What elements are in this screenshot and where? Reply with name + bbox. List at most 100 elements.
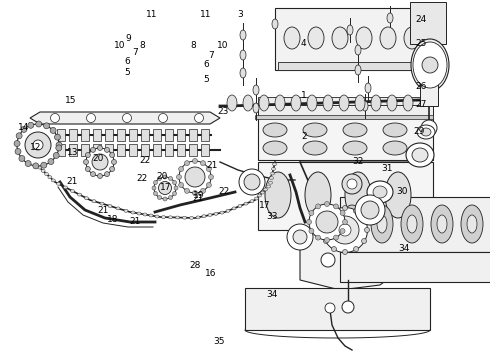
Text: 14: 14	[18, 123, 29, 132]
Ellipse shape	[316, 235, 320, 240]
Ellipse shape	[383, 123, 407, 137]
Ellipse shape	[272, 19, 278, 29]
Ellipse shape	[153, 192, 157, 195]
Ellipse shape	[371, 205, 393, 243]
Text: 10: 10	[217, 41, 229, 50]
Bar	[165, 129, 173, 141]
Ellipse shape	[33, 163, 39, 169]
Ellipse shape	[269, 181, 272, 184]
Ellipse shape	[179, 183, 184, 188]
Text: 34: 34	[398, 244, 410, 253]
Text: 12: 12	[29, 143, 41, 152]
Text: 3: 3	[237, 10, 243, 19]
Ellipse shape	[267, 185, 270, 188]
Ellipse shape	[334, 235, 339, 240]
Bar	[105, 129, 113, 141]
Ellipse shape	[291, 95, 301, 111]
Ellipse shape	[206, 183, 211, 188]
Ellipse shape	[110, 166, 115, 171]
Ellipse shape	[50, 127, 56, 134]
Ellipse shape	[51, 179, 55, 182]
Ellipse shape	[343, 249, 347, 255]
Bar	[201, 129, 209, 141]
Ellipse shape	[341, 205, 363, 243]
Text: 7: 7	[132, 48, 138, 57]
Ellipse shape	[162, 216, 166, 219]
Ellipse shape	[406, 143, 434, 167]
Ellipse shape	[158, 181, 172, 194]
Bar	[69, 144, 77, 156]
Ellipse shape	[21, 126, 27, 132]
Ellipse shape	[437, 215, 447, 233]
Ellipse shape	[152, 186, 156, 190]
Ellipse shape	[373, 186, 387, 198]
Ellipse shape	[19, 156, 25, 162]
Ellipse shape	[54, 134, 60, 140]
Ellipse shape	[38, 166, 42, 169]
Ellipse shape	[91, 172, 96, 177]
Ellipse shape	[365, 83, 371, 93]
Ellipse shape	[153, 180, 157, 185]
Text: 5: 5	[203, 75, 209, 84]
Ellipse shape	[355, 195, 385, 225]
Text: 22: 22	[137, 175, 147, 184]
Ellipse shape	[36, 121, 42, 127]
Ellipse shape	[41, 169, 45, 172]
Ellipse shape	[258, 194, 262, 197]
Bar	[117, 144, 125, 156]
Ellipse shape	[340, 229, 345, 234]
Ellipse shape	[253, 85, 259, 95]
Ellipse shape	[371, 95, 381, 111]
Ellipse shape	[28, 122, 34, 128]
Bar	[189, 129, 197, 141]
Ellipse shape	[41, 162, 47, 168]
Ellipse shape	[131, 211, 135, 214]
Ellipse shape	[243, 95, 253, 111]
Ellipse shape	[56, 142, 62, 148]
Ellipse shape	[271, 167, 275, 170]
Bar	[258, 97, 433, 105]
Ellipse shape	[154, 177, 176, 199]
Ellipse shape	[401, 205, 423, 243]
Ellipse shape	[293, 230, 307, 244]
Ellipse shape	[98, 145, 102, 150]
Ellipse shape	[112, 159, 117, 165]
Ellipse shape	[56, 145, 62, 151]
Ellipse shape	[48, 176, 52, 179]
Ellipse shape	[316, 211, 338, 233]
Ellipse shape	[362, 239, 367, 243]
Ellipse shape	[253, 103, 259, 113]
Text: 24: 24	[416, 15, 427, 24]
Ellipse shape	[263, 123, 287, 137]
Bar	[81, 129, 89, 141]
Ellipse shape	[272, 163, 276, 166]
Ellipse shape	[193, 158, 197, 163]
Text: 19: 19	[193, 191, 204, 199]
Bar	[258, 118, 433, 160]
Polygon shape	[30, 112, 220, 124]
Ellipse shape	[383, 141, 407, 155]
Ellipse shape	[56, 182, 60, 185]
Ellipse shape	[87, 113, 96, 122]
Ellipse shape	[332, 247, 337, 252]
Text: 21: 21	[67, 177, 78, 186]
Ellipse shape	[353, 247, 359, 252]
Bar	[245, 288, 430, 330]
Text: 17: 17	[160, 183, 172, 192]
Ellipse shape	[339, 95, 349, 111]
Ellipse shape	[182, 216, 187, 219]
Text: 32: 32	[352, 158, 364, 166]
Ellipse shape	[412, 148, 428, 162]
Ellipse shape	[91, 147, 96, 152]
Bar	[177, 129, 185, 141]
Ellipse shape	[422, 57, 438, 73]
Ellipse shape	[284, 27, 300, 49]
Bar	[117, 129, 125, 141]
Ellipse shape	[200, 188, 205, 193]
Ellipse shape	[44, 123, 49, 129]
Text: 6: 6	[203, 60, 209, 69]
Ellipse shape	[331, 216, 359, 244]
Text: 25: 25	[416, 39, 427, 48]
Text: 10: 10	[114, 41, 126, 50]
Ellipse shape	[84, 197, 89, 200]
